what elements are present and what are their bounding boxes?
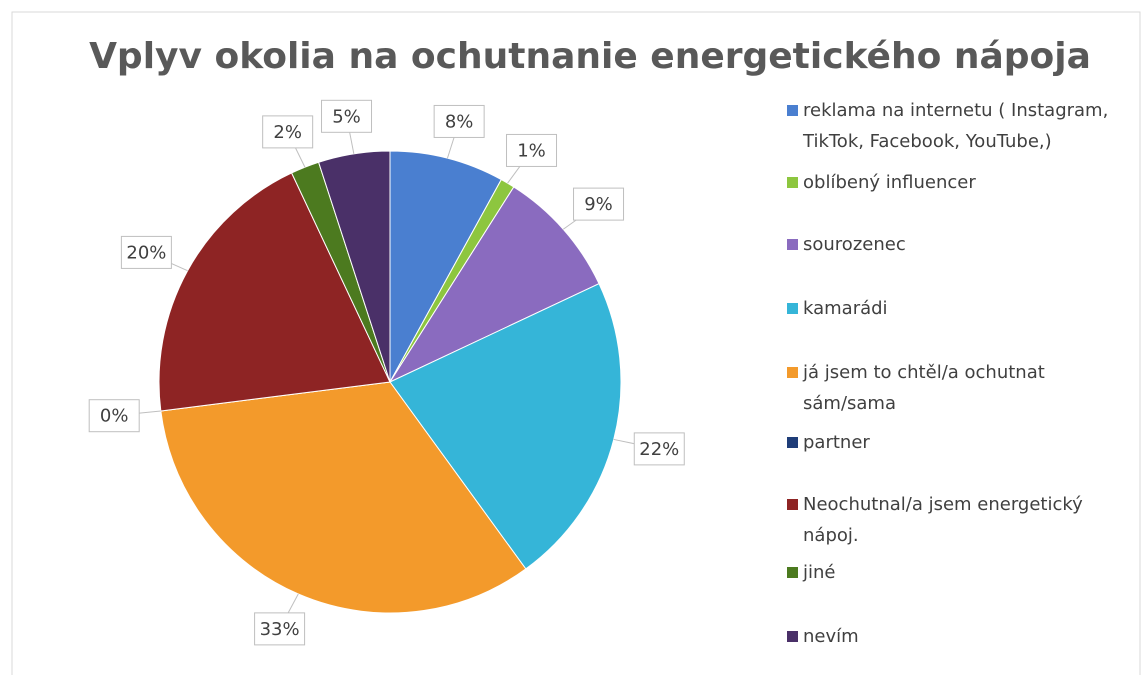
legend-label: kamarádi [803, 298, 888, 319]
legend-label: oblíbený influencer [803, 172, 976, 193]
legend-entry: nevím [783, 621, 1133, 652]
legend-entry: reklama na internetu ( Instagram, TikTok… [783, 95, 1133, 157]
pie-slice [158, 172, 391, 412]
legend-swatch [787, 177, 798, 188]
legend-swatch [787, 499, 798, 510]
label-box [321, 99, 373, 133]
legend-swatch [787, 303, 798, 314]
legend-entry: oblíbený influencer [783, 167, 1133, 198]
data-label: 33% [260, 619, 300, 640]
pie-slice [160, 381, 527, 614]
legend-entry: partner [783, 427, 1133, 458]
label-box [254, 612, 306, 646]
data-label: 2% [273, 122, 302, 143]
label-box [120, 235, 172, 269]
label-box [433, 104, 485, 138]
label-box [573, 187, 625, 221]
legend-entry: sourozenec [783, 229, 1133, 260]
data-label: 0% [100, 406, 129, 427]
legend-label: jiné [803, 562, 836, 583]
pie-slice [388, 186, 600, 384]
data-label: 22% [639, 439, 679, 460]
legend-swatch [787, 105, 798, 116]
label-box [506, 133, 558, 167]
legend-label: nevím [803, 626, 859, 647]
legend-entry: Neochutnal/a jsem energetický nápoj. [783, 489, 1133, 551]
label-box [88, 399, 140, 433]
data-label: 20% [126, 242, 166, 263]
legend-label: reklama na internetu ( Instagram, TikTok… [803, 100, 1109, 152]
legend-swatch [787, 567, 798, 578]
legend-swatch [787, 631, 798, 642]
label-box [262, 115, 314, 149]
legend-entry: jiné [783, 557, 1133, 588]
chart-title: Vplyv okolia na ochutnanie energetického… [89, 36, 1091, 77]
label-box [633, 432, 685, 466]
legend-entry: já jsem to chtěl/a ochutnat sám/sama [783, 357, 1133, 419]
pie-slice [389, 282, 622, 570]
legend-label: partner [803, 432, 870, 453]
legend-label: já jsem to chtěl/a ochutnat sám/sama [803, 362, 1045, 414]
data-label: 8% [445, 111, 474, 132]
legend-entry: kamarádi [783, 293, 1133, 324]
legend-swatch [787, 437, 798, 448]
data-label: 5% [332, 106, 361, 127]
pie-slice [317, 150, 391, 383]
data-label: 1% [517, 140, 546, 161]
legend-label: Neochutnal/a jsem energetický nápoj. [803, 494, 1083, 546]
legend-swatch [787, 367, 798, 378]
legend-label: sourozenec [803, 234, 906, 255]
chart-frame [11, 11, 1141, 675]
data-label: 9% [584, 194, 613, 215]
legend-swatch [787, 239, 798, 250]
